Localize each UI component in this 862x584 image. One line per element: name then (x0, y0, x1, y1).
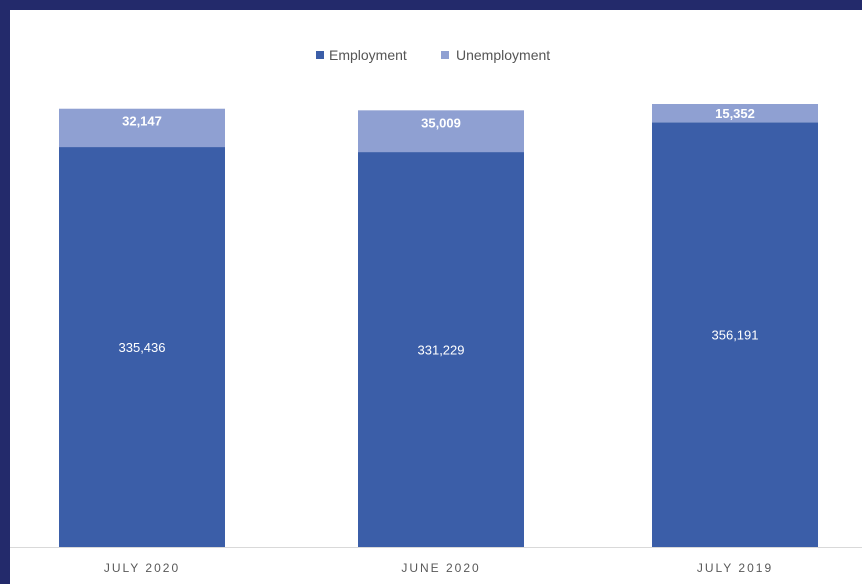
x-tick-label-0: JULY 2020 (104, 561, 180, 575)
data-label-employment-0: 335,436 (119, 340, 166, 355)
bar-employment-2 (652, 122, 818, 548)
legend-swatch-employment (316, 51, 324, 59)
data-label-unemployment-0: 32,147 (122, 114, 162, 129)
x-tick-label-2: JULY 2019 (697, 561, 773, 575)
data-label-unemployment-1: 35,009 (421, 115, 461, 130)
bar-employment-0 (59, 147, 225, 548)
bar-unemployment-2 (652, 104, 818, 123)
stacked-bar-chart: Employment Unemployment 335,436 32,147 JULY … (10, 47, 862, 575)
x-tick-label-1: JUNE 2020 (401, 561, 480, 575)
bar-employment-1 (358, 152, 524, 547)
bar-unemployment-0 (59, 108, 225, 148)
chart-card: Employment Unemployment 335,436 32,147 JULY … (10, 10, 862, 584)
legend-swatch-unemployment (441, 51, 449, 59)
data-label-employment-1: 331,229 (418, 343, 465, 358)
legend-label-unemployment: Unemployment (456, 47, 550, 63)
data-label-unemployment-2: 15,352 (715, 106, 755, 121)
bar-unemployment-1 (358, 110, 524, 153)
legend-label-employment: Employment (329, 47, 407, 63)
data-label-employment-2: 356,191 (712, 328, 759, 343)
